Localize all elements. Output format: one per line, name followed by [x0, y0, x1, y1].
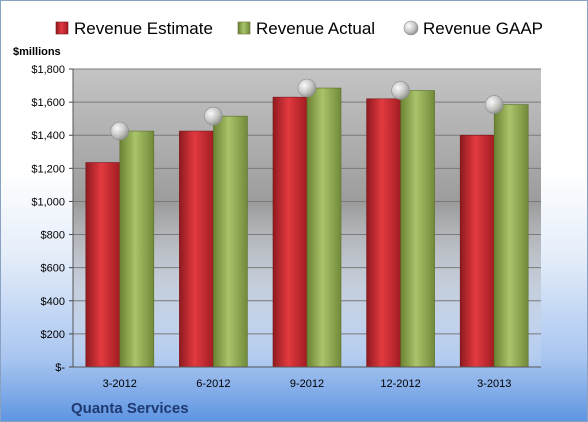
marker-revenue-gaap: [204, 106, 223, 126]
legend-label: Revenue GAAP: [423, 19, 543, 38]
marker-revenue-gaap: [110, 121, 130, 141]
bar-revenue-estimate: [85, 162, 121, 368]
y-tick-label: $1,200: [31, 163, 65, 175]
bar-revenue-actual: [400, 90, 435, 368]
legend-item-revenue-gaap: Revenue GAAP: [403, 19, 543, 38]
y-axis-unit-label: $millions: [13, 46, 61, 58]
x-tick-label: 9-2012: [290, 378, 324, 390]
legend-label: Revenue Actual: [256, 19, 375, 38]
y-tick-label: $1,800: [31, 64, 65, 76]
bar-revenue-estimate: [179, 130, 214, 368]
legend-swatch: [55, 21, 69, 35]
y-tick-label: $400: [41, 296, 65, 308]
gaap-markers: [110, 78, 504, 141]
x-tick-label: 12-2012: [380, 378, 420, 390]
y-tick-label: $600: [41, 263, 65, 275]
y-axis: $- $200 $400 $600 $800 $1,000 $1,200 $1,400 $1,6…: [31, 64, 74, 374]
company-name: Quanta Services: [71, 400, 189, 417]
y-tick-label: $1,000: [31, 196, 65, 208]
bar-revenue-estimate: [366, 98, 401, 368]
bars: [85, 87, 529, 368]
legend-swatch: [403, 20, 419, 36]
x-tick-label: 3-2013: [477, 378, 511, 390]
x-tick-label: 6-2012: [196, 378, 230, 390]
marker-revenue-gaap: [391, 81, 410, 100]
y-tick-label: $-: [55, 362, 65, 374]
x-tick-label: 3-2012: [103, 378, 137, 390]
bar-revenue-actual: [213, 115, 248, 368]
y-tick-label: $800: [41, 230, 65, 242]
x-axis: 3-2012 6-2012 9-2012 12-2012 3-2013: [73, 366, 541, 390]
legend-label: Revenue Estimate: [74, 19, 213, 38]
marker-revenue-gaap: [297, 78, 317, 98]
legend-item-revenue-actual: Revenue Actual: [237, 19, 375, 38]
y-tick-label: $1,400: [31, 130, 65, 142]
y-tick-label: $1,600: [31, 97, 65, 109]
legend-swatch: [237, 21, 251, 35]
bar-revenue-actual: [306, 87, 342, 368]
bar-revenue-actual: [119, 130, 155, 368]
bar-revenue-estimate: [459, 134, 495, 368]
legend-item-revenue-estimate: Revenue Estimate: [55, 19, 213, 38]
bar-revenue-estimate: [272, 96, 308, 368]
marker-revenue-gaap: [484, 95, 504, 114]
bar-revenue-actual: [493, 104, 529, 368]
legend: Revenue Estimate Revenue Actual Revenue GA…: [55, 19, 543, 38]
y-tick-label: $200: [41, 329, 65, 341]
